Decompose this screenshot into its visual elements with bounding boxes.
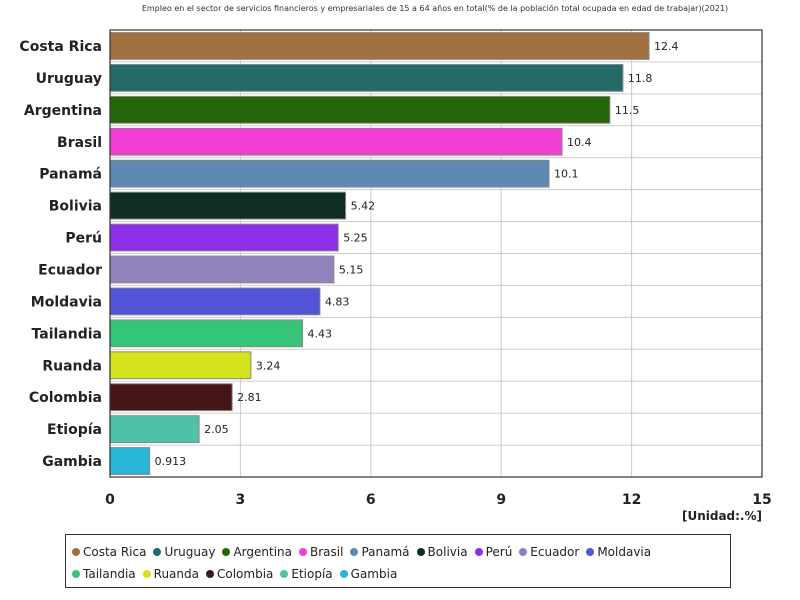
- bar: [109, 95, 611, 124]
- legend-swatch: [205, 570, 214, 578]
- category-label: Brasil: [57, 135, 102, 151]
- category-label: Uruguay: [36, 71, 102, 87]
- legend-swatch: [474, 548, 483, 556]
- value-label: 3.24: [256, 359, 281, 372]
- category-label: Moldavia: [31, 294, 102, 310]
- category-label: Costa Rica: [19, 39, 102, 55]
- legend-swatch: [586, 548, 595, 556]
- legend-item: Uruguay: [153, 541, 215, 563]
- legend-swatch: [519, 548, 528, 556]
- legend-label: Panamá: [361, 545, 410, 559]
- bar: [109, 159, 550, 188]
- legend-swatch: [142, 570, 151, 578]
- x-tick-label: 6: [366, 492, 376, 508]
- legend-item: Colombia: [205, 563, 274, 585]
- legend-label: Bolivia: [427, 545, 468, 559]
- category-label: Ecuador: [38, 262, 102, 278]
- legend-item: Bolivia: [416, 541, 468, 563]
- plot-frame: [109, 29, 763, 478]
- legend-label: Etiopía: [291, 567, 333, 581]
- category-label: Bolivia: [49, 199, 102, 215]
- legend-swatch: [350, 548, 359, 556]
- bar: [109, 447, 151, 475]
- legend-label: Argentina: [233, 545, 293, 559]
- legend-item: Argentina: [222, 541, 292, 563]
- legend-swatch: [416, 548, 425, 556]
- legend-label: Costa Rica: [83, 545, 147, 559]
- legend-label: Perú: [485, 545, 513, 559]
- bar: [109, 383, 233, 412]
- bar: [109, 351, 252, 380]
- value-label: 11.5: [615, 104, 640, 117]
- legend-label: Colombia: [216, 567, 274, 581]
- bar: [109, 191, 347, 220]
- legend-label: Ruanda: [153, 567, 199, 581]
- x-tick-label: 12: [622, 492, 641, 508]
- legend-label: Brasil: [310, 545, 344, 559]
- chart-title: Empleo en el sector de servicios financi…: [141, 4, 729, 13]
- legend-item: Tailandia: [72, 563, 136, 585]
- category-label: Tailandia: [32, 326, 102, 342]
- legend-label: Moldavia: [597, 545, 652, 559]
- bar: [109, 127, 563, 156]
- bar: [109, 255, 335, 284]
- bar: [109, 319, 304, 348]
- category-label: Perú: [65, 231, 102, 247]
- legend-item: Brasil: [299, 541, 343, 563]
- value-label: 2.81: [237, 391, 262, 404]
- bar: [109, 287, 321, 316]
- bar: [109, 63, 624, 92]
- legend-swatch: [222, 548, 231, 556]
- legend-label: Ecuador: [530, 545, 580, 559]
- value-label: 5.42: [351, 200, 376, 213]
- legend-label: Uruguay: [164, 545, 216, 559]
- value-label: 5.15: [339, 263, 364, 276]
- value-label: 0.913: [155, 455, 187, 468]
- category-label: Ruanda: [42, 358, 102, 374]
- value-label: 5.25: [343, 232, 368, 245]
- value-label: 12.4: [654, 40, 679, 53]
- legend-item: Etiopía: [280, 563, 333, 585]
- legend-swatch: [72, 570, 80, 578]
- value-label: 10.4: [567, 136, 592, 149]
- category-label: Gambia: [42, 454, 102, 470]
- legend-item: Gambia: [339, 563, 398, 585]
- x-tick-label: 15: [752, 492, 771, 508]
- legend-item: Ruanda: [142, 563, 199, 585]
- value-label: 11.8: [628, 72, 653, 85]
- x-tick-label: 3: [236, 492, 246, 508]
- legend: Costa Rica Uruguay Argentina Brasil Panamá Bo…: [65, 534, 731, 588]
- bar: [109, 223, 339, 252]
- legend-item: Perú: [474, 541, 513, 563]
- legend-swatch: [339, 570, 348, 578]
- bar: [109, 415, 200, 444]
- legend-item: Costa Rica: [72, 541, 146, 563]
- legend-swatch: [72, 548, 80, 556]
- value-label: 2.05: [204, 423, 229, 436]
- legend-item: Moldavia: [586, 541, 651, 563]
- category-label: Panamá: [39, 167, 102, 183]
- bar: [109, 32, 650, 60]
- value-label: 10.1: [554, 168, 579, 181]
- category-label: Argentina: [24, 103, 102, 119]
- unit-label: [Unidad:.%]: [681, 509, 762, 523]
- category-label: Etiopía: [47, 422, 102, 438]
- legend-swatch: [299, 548, 308, 556]
- legend-item: Ecuador: [519, 541, 579, 563]
- legend-swatch: [280, 570, 289, 578]
- legend-label: Gambia: [350, 567, 398, 581]
- legend-label: Tailandia: [83, 567, 136, 581]
- legend-swatch: [153, 548, 162, 556]
- legend-item: Panamá: [350, 541, 410, 563]
- x-tick-label: 9: [496, 492, 506, 508]
- value-label: 4.43: [308, 327, 333, 340]
- category-label: Colombia: [29, 390, 102, 406]
- x-tick-label: 0: [105, 492, 115, 508]
- value-label: 4.83: [325, 295, 350, 308]
